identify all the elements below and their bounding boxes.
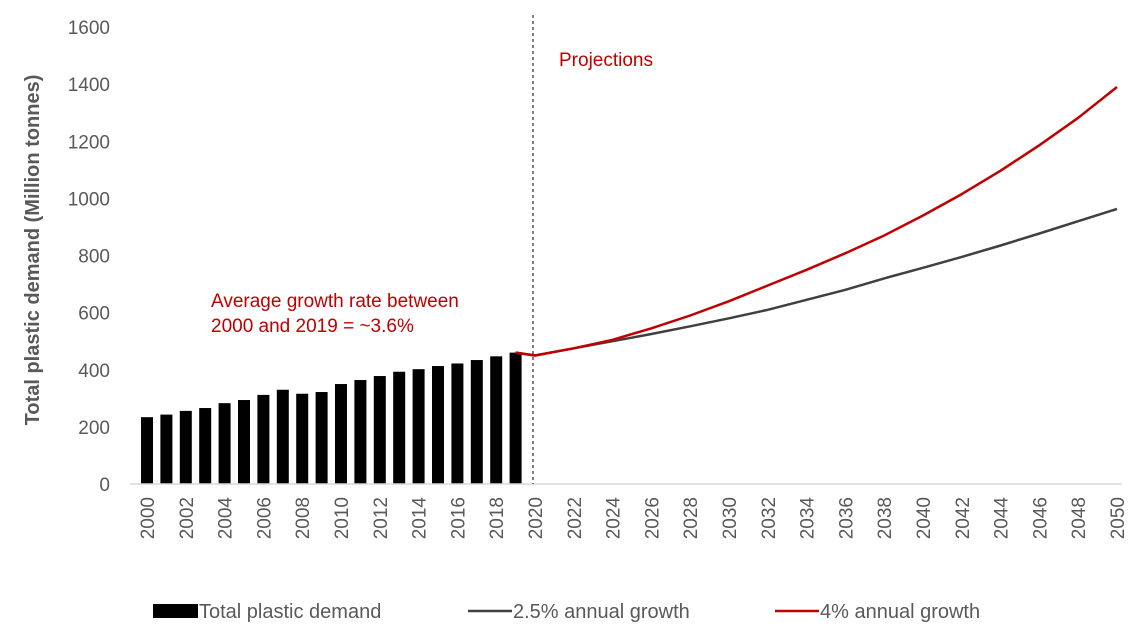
x-tick-label-2002: 2002 [177, 497, 198, 539]
bar-2014 [412, 369, 425, 484]
bar-2009 [315, 392, 328, 484]
x-tick-label-2034: 2034 [798, 497, 819, 540]
y-tick-label-1000: 1000 [68, 189, 110, 210]
bar-2013 [393, 371, 406, 484]
bar-series [141, 352, 522, 484]
y-axis-ticks: 0 200 400 600 800 1000 1200 1400 1600 [68, 18, 110, 496]
x-tick-label-2028: 2028 [681, 497, 702, 539]
bar-2001 [160, 414, 173, 484]
x-tick-label-2018: 2018 [487, 497, 508, 539]
bar-2008 [296, 393, 309, 484]
bar-2004 [218, 403, 231, 484]
bar-2005 [238, 400, 250, 484]
y-tick-label-400: 400 [78, 361, 110, 382]
x-tick-label-2024: 2024 [604, 497, 625, 540]
x-tick-label-2032: 2032 [759, 497, 780, 539]
growth-rate-annotation-line1: Average growth rate between [211, 291, 459, 312]
bar-2006 [257, 394, 270, 484]
bar-2010 [335, 384, 347, 484]
y-axis-label: Total plastic demand (Million tonnes) [22, 75, 44, 426]
x-tick-label-2012: 2012 [371, 497, 392, 539]
x-tick-label-2022: 2022 [565, 497, 586, 539]
y-tick-label-1600: 1600 [68, 18, 110, 39]
x-tick-label-2030: 2030 [720, 497, 741, 539]
bar-2018 [490, 356, 503, 484]
x-tick-label-2036: 2036 [836, 497, 857, 539]
x-axis-ticks: 2000 2002 2004 2006 2008 2010 2012 2014 2016 2018… [138, 497, 1128, 540]
legend: Total plastic demand 2.5% annual growth … [153, 601, 980, 623]
x-tick-label-2020: 2020 [526, 497, 547, 539]
projections-label: Projections [559, 50, 653, 71]
x-tick-label-2038: 2038 [875, 497, 896, 539]
x-tick-label-2048: 2048 [1069, 497, 1090, 539]
x-tick-label-2014: 2014 [410, 497, 431, 540]
x-tick-label-2000: 2000 [138, 497, 159, 539]
x-tick-label-2042: 2042 [953, 497, 974, 539]
x-tick-label-2040: 2040 [914, 497, 935, 539]
y-tick-label-1400: 1400 [68, 75, 110, 96]
x-tick-label-2004: 2004 [216, 497, 237, 540]
bar-2019 [509, 352, 522, 484]
bar-2016 [451, 363, 464, 484]
bar-2007 [276, 389, 289, 484]
series-line-1 [515, 86, 1118, 357]
y-tick-label-0: 0 [99, 475, 110, 496]
bar-2012 [373, 376, 386, 484]
x-tick-label-2016: 2016 [448, 497, 469, 539]
bar-2000 [141, 417, 153, 484]
x-tick-label-2008: 2008 [293, 497, 314, 539]
legend-swatch-total-plastic-demand [153, 604, 198, 618]
x-tick-label-2046: 2046 [1030, 497, 1051, 539]
bar-2003 [199, 408, 212, 484]
bar-2017 [470, 360, 483, 484]
x-tick-label-2010: 2010 [332, 497, 353, 539]
x-tick-label-2050: 2050 [1108, 497, 1128, 539]
legend-label-total-plastic-demand: Total plastic demand [199, 601, 381, 623]
y-tick-label-200: 200 [78, 418, 110, 439]
x-tick-label-2026: 2026 [642, 497, 663, 539]
series-line-0 [515, 207, 1118, 357]
y-tick-label-1200: 1200 [68, 132, 110, 153]
bar-2011 [354, 380, 367, 484]
legend-label-2-5-percent-growth: 2.5% annual growth [513, 601, 690, 623]
bar-2015 [432, 366, 444, 484]
growth-rate-annotation-line2: 2000 and 2019 = ~3.6% [211, 316, 414, 337]
y-tick-label-800: 800 [78, 247, 110, 268]
legend-label-4-percent-growth: 4% annual growth [820, 601, 980, 623]
x-tick-label-2006: 2006 [254, 497, 275, 539]
line-series [515, 86, 1118, 357]
y-tick-label-600: 600 [78, 304, 110, 325]
bar-2002 [179, 410, 192, 484]
x-tick-label-2044: 2044 [992, 497, 1013, 540]
